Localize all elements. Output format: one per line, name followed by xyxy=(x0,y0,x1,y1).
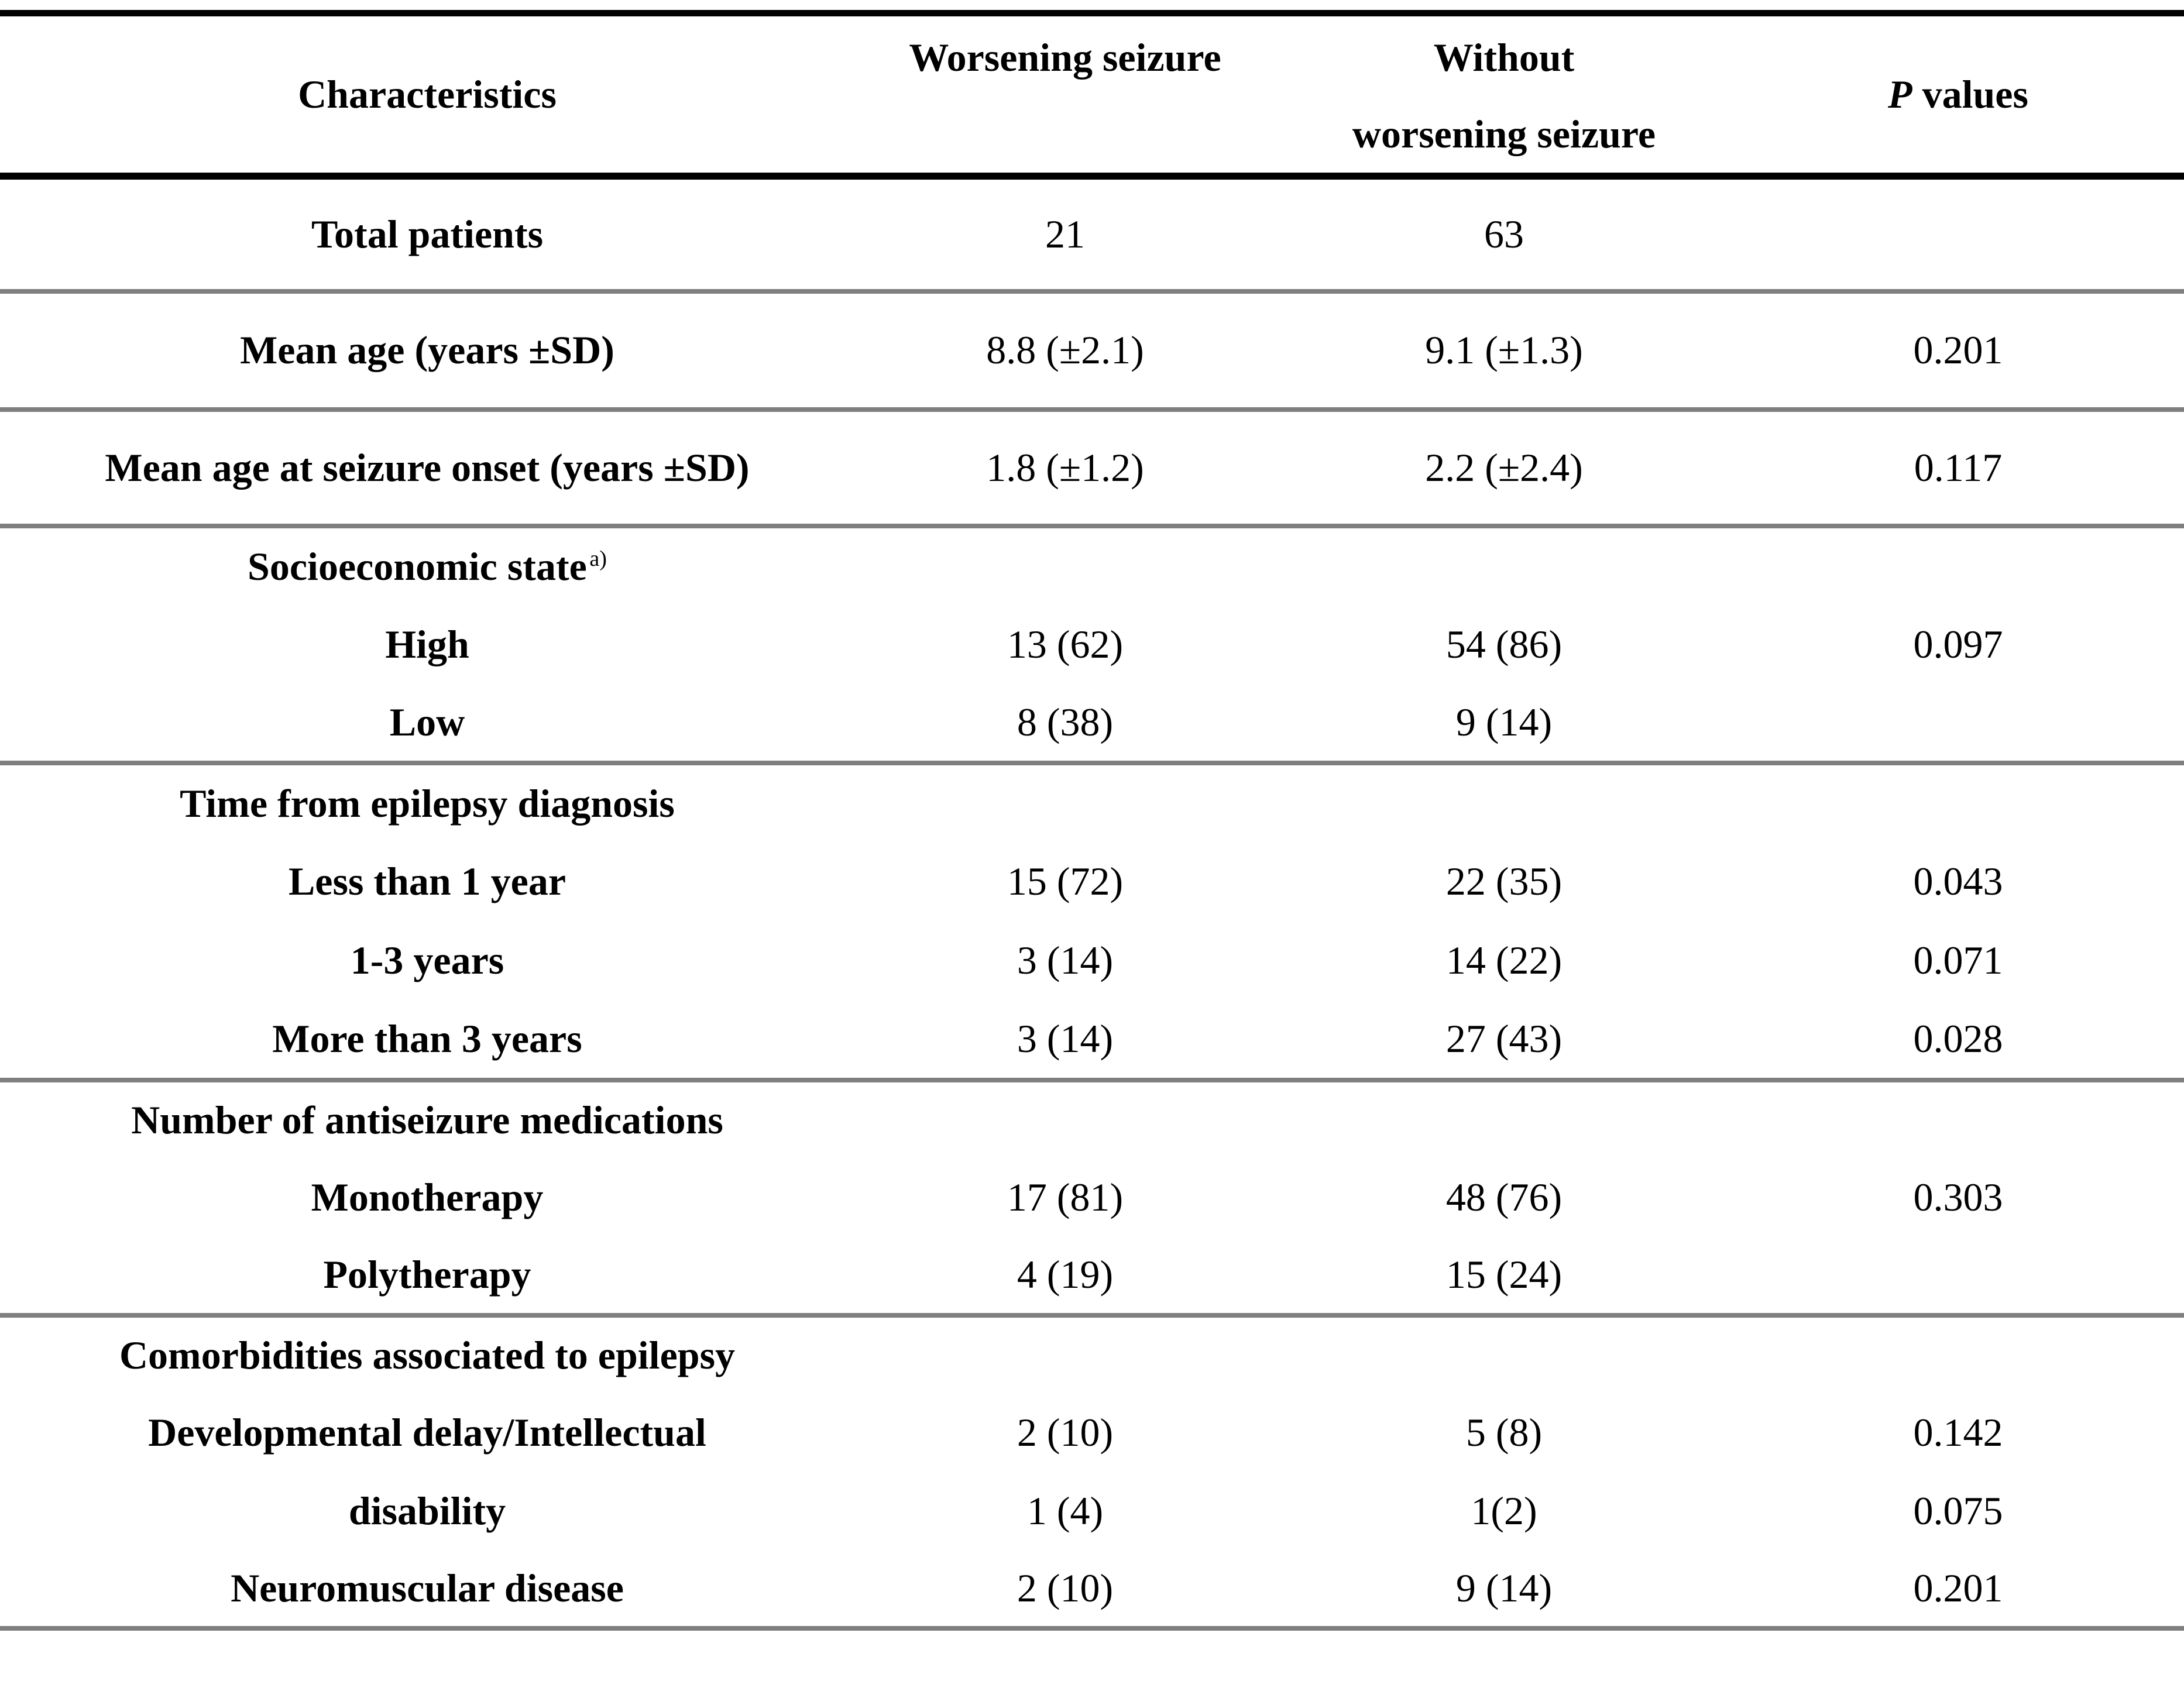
worsening-value: 8.8 (±2.1) xyxy=(986,328,1144,373)
without-value xyxy=(1276,526,1732,605)
without-value xyxy=(1276,1315,1732,1394)
without-value: 9 (14) xyxy=(1455,699,1553,744)
p-values-rest: values xyxy=(1912,72,2028,116)
row-antiseizure-meds-header: Number of antiseizure medications xyxy=(0,1080,2184,1159)
row-label: Polytherapy xyxy=(323,1252,531,1297)
worsening-value: 2 (10) xyxy=(1017,1565,1114,1610)
without-value: 1(2) xyxy=(1471,1489,1537,1534)
worsening-value: 8 (38) xyxy=(1017,699,1114,744)
header-without-line2: worsening seizure xyxy=(1352,112,1656,156)
row-label: Mean age (years ±SD) xyxy=(240,328,614,373)
worsening-value: 21 xyxy=(1045,211,1085,256)
p-values-italic-p: P xyxy=(1888,72,1912,116)
p-value xyxy=(1732,526,2184,605)
without-value xyxy=(1276,763,1732,842)
table-header-row: Characteristics Worsening seizure Withou… xyxy=(0,13,2184,177)
row-disability: disability 1 (4) 1(2) 0.075 xyxy=(0,1472,2184,1551)
p-value: 0.097 xyxy=(1913,621,2003,666)
without-value: 54 (86) xyxy=(1445,621,1563,666)
row-time-more-3-years: More than 3 years 3 (14) 27 (43) 0.028 xyxy=(0,1001,2184,1080)
without-value: 9 (14) xyxy=(1455,1565,1553,1610)
row-socioeconomic-state-header: Socioeconomic state a) xyxy=(0,526,2184,605)
p-value xyxy=(1732,1080,2184,1159)
row-label: More than 3 years xyxy=(272,1016,582,1061)
p-value xyxy=(1732,1237,2184,1315)
row-label: Low xyxy=(389,699,465,744)
header-without-line1: Without xyxy=(1433,35,1575,80)
row-comorbidities-header: Comorbidities associated to epilepsy xyxy=(0,1315,2184,1394)
row-mean-age: Mean age (years ±SD) 8.8 (±2.1) 9.1 (±1.… xyxy=(0,291,2184,410)
group-label: Socioeconomic state a) xyxy=(0,526,854,605)
p-value: 0.303 xyxy=(1913,1175,2003,1220)
p-value xyxy=(1732,763,2184,842)
row-label: High xyxy=(385,621,469,666)
row-time-diagnosis-header: Time from epilepsy diagnosis xyxy=(0,763,2184,842)
worsening-value: 1 (4) xyxy=(1026,1489,1104,1534)
row-time-1-3-years: 1-3 years 3 (14) 14 (22) 0.071 xyxy=(0,921,2184,1001)
group-label: Number of antiseizure medications xyxy=(131,1098,723,1143)
without-value: 27 (43) xyxy=(1445,1016,1563,1061)
header-worsening-seizure: Worsening seizure xyxy=(909,35,1221,80)
p-value: 0.028 xyxy=(1913,1016,2003,1061)
row-label: Total patients xyxy=(311,211,544,256)
row-mean-age-seizure-onset: Mean age at seizure onset (years ±SD) 1.… xyxy=(0,410,2184,526)
without-value: 48 (76) xyxy=(1445,1175,1563,1220)
row-label: Developmental delay/Intellectual xyxy=(148,1410,706,1455)
p-value: 0.201 xyxy=(1913,328,2003,373)
p-value: 0.142 xyxy=(1913,1410,2003,1455)
group-label: Time from epilepsy diagnosis xyxy=(180,781,675,826)
without-value xyxy=(1276,1080,1732,1159)
row-monotherapy: Monotherapy 17 (81) 48 (76) 0.303 xyxy=(0,1159,2184,1237)
group-label-text: Socioeconomic state xyxy=(248,544,587,589)
header-characteristics: Characteristics xyxy=(298,72,557,116)
worsening-value: 3 (14) xyxy=(1017,938,1114,983)
worsening-value: 15 (72) xyxy=(1007,858,1124,903)
worsening-value xyxy=(854,1080,1276,1159)
without-value: 22 (35) xyxy=(1445,858,1563,903)
footnote-marker-a: a) xyxy=(589,546,607,572)
row-total-patients: Total patients 21 63 xyxy=(0,176,2184,291)
p-value: 0.201 xyxy=(1913,1565,2003,1610)
without-value: 2.2 (±2.4) xyxy=(1425,445,1583,490)
row-developmental-delay: Developmental delay/Intellectual 2 (10) … xyxy=(0,1394,2184,1472)
without-value: 14 (22) xyxy=(1445,938,1563,983)
row-socio-high: High 13 (62) 54 (86) 0.097 xyxy=(0,605,2184,684)
row-label: Mean age at seizure onset (years ±SD) xyxy=(105,445,750,490)
worsening-value xyxy=(854,763,1276,842)
characteristics-table: Characteristics Worsening seizure Withou… xyxy=(0,10,2184,1631)
worsening-value: 2 (10) xyxy=(1017,1410,1114,1455)
row-label: Neuromuscular disease xyxy=(231,1565,624,1610)
header-p-values: P values xyxy=(1732,13,2184,177)
row-label: 1-3 years xyxy=(350,938,504,983)
p-value xyxy=(1732,684,2184,763)
p-value: 0.117 xyxy=(1914,445,2003,490)
row-socio-low: Low 8 (38) 9 (14) xyxy=(0,684,2184,763)
row-time-less-1-year: Less than 1 year 15 (72) 22 (35) 0.043 xyxy=(0,842,2184,921)
worsening-value: 17 (81) xyxy=(1007,1175,1124,1220)
worsening-value: 1.8 (±1.2) xyxy=(986,445,1144,490)
row-label: Monotherapy xyxy=(311,1175,544,1220)
row-label: Less than 1 year xyxy=(288,858,566,903)
without-value: 9.1 (±1.3) xyxy=(1425,328,1583,373)
worsening-value xyxy=(854,526,1276,605)
p-value: 0.043 xyxy=(1913,858,2003,903)
worsening-value xyxy=(854,1315,1276,1394)
without-value: 63 xyxy=(1484,211,1524,256)
header-without-worsening-seizure: Without worsening seizure xyxy=(1276,13,1732,177)
p-value xyxy=(1732,176,2184,291)
p-value: 0.075 xyxy=(1913,1489,2003,1534)
worsening-value: 13 (62) xyxy=(1007,621,1124,666)
row-label: disability xyxy=(348,1489,506,1534)
without-value: 15 (24) xyxy=(1445,1252,1563,1297)
row-neuromuscular-disease: Neuromuscular disease 2 (10) 9 (14) 0.20… xyxy=(0,1551,2184,1628)
without-value: 5 (8) xyxy=(1465,1410,1543,1455)
p-value: 0.071 xyxy=(1913,938,2003,983)
worsening-value: 4 (19) xyxy=(1017,1252,1114,1297)
group-label: Comorbidities associated to epilepsy xyxy=(119,1333,736,1378)
p-value xyxy=(1732,1315,2184,1394)
worsening-value: 3 (14) xyxy=(1017,1016,1114,1061)
row-polytherapy: Polytherapy 4 (19) 15 (24) xyxy=(0,1237,2184,1315)
